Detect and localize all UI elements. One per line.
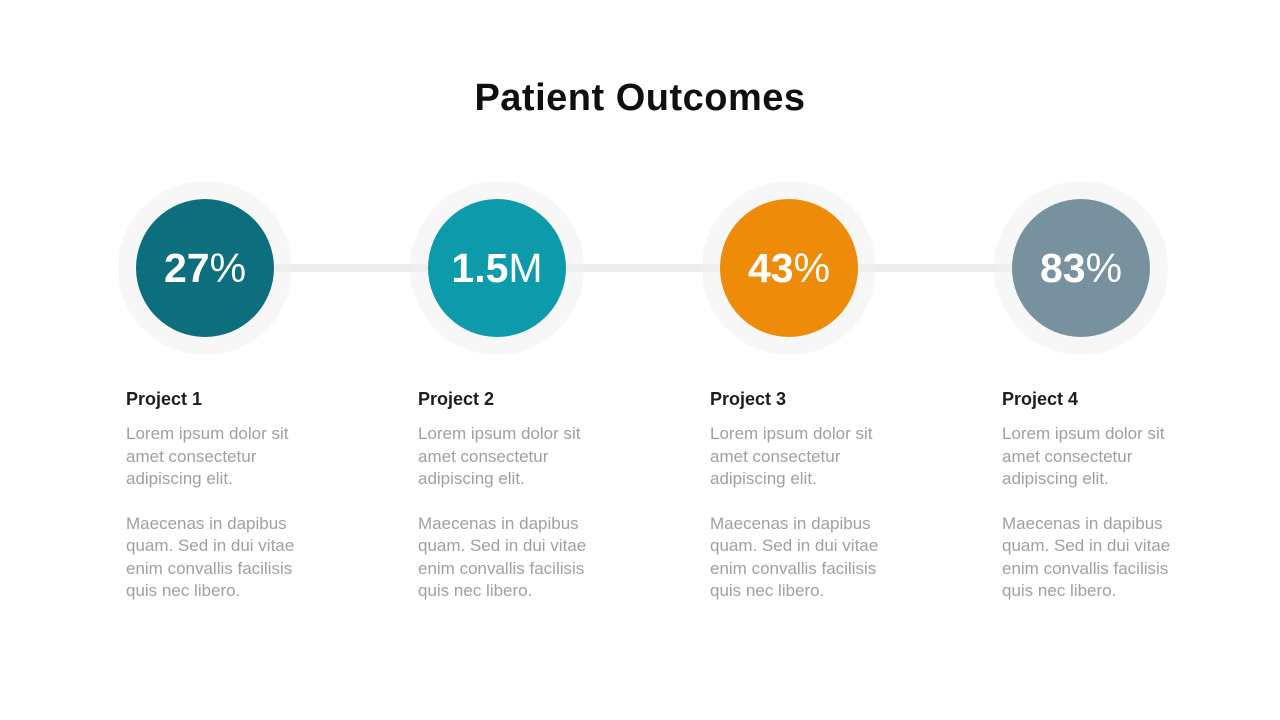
- circle-area: 1.5M: [351, 181, 643, 355]
- stat-suffix: %: [793, 244, 831, 291]
- stat-column-3: 43% Project 3 Lorem ipsum dolor sit amet…: [643, 181, 935, 603]
- project-description: Maecenas in dapibus quam. Sed in dui vit…: [1002, 513, 1171, 601]
- stat-number: 27: [163, 244, 210, 291]
- connector-line: [205, 264, 1079, 272]
- stat-value: 43%: [747, 244, 831, 291]
- project-description: Lorem ipsum dolor sit amet consectetur a…: [1002, 424, 1165, 488]
- project-description: Lorem ipsum dolor sit amet consectetur a…: [126, 424, 289, 488]
- stat-column-2: 1.5M Project 2 Lorem ipsum dolor sit ame…: [351, 181, 643, 603]
- stat-value: 27%: [163, 244, 247, 291]
- project-description: Maecenas in dapibus quam. Sed in dui vit…: [418, 513, 587, 601]
- project-text-block: Project 2 Lorem ipsum dolor sit amet con…: [418, 389, 619, 603]
- stat-number: 1.5: [451, 244, 509, 291]
- stat-column-4: 83% Project 4 Lorem ipsum dolor sit amet…: [935, 181, 1227, 603]
- stat-suffix: M: [508, 244, 543, 291]
- project-description: Lorem ipsum dolor sit amet consectetur a…: [710, 424, 873, 488]
- project-heading: Project 4: [1002, 389, 1079, 409]
- project-text-block: Project 1 Lorem ipsum dolor sit amet con…: [126, 389, 327, 603]
- stats-infographic: 27% Project 1 Lorem ipsum dolor sit amet…: [59, 181, 1227, 603]
- circle-area: 27%: [59, 181, 351, 355]
- project-description: Maecenas in dapibus quam. Sed in dui vit…: [710, 513, 879, 601]
- stat-number: 83: [1039, 244, 1086, 291]
- stat-number: 43: [747, 244, 794, 291]
- stats-row: 27% Project 1 Lorem ipsum dolor sit amet…: [59, 181, 1227, 603]
- project-text-block: Project 3 Lorem ipsum dolor sit amet con…: [710, 389, 911, 603]
- stat-suffix: %: [1085, 244, 1123, 291]
- project-text-block: Project 4 Lorem ipsum dolor sit amet con…: [1002, 389, 1203, 603]
- circle-area: 43%: [643, 181, 935, 355]
- stat-suffix: %: [209, 244, 247, 291]
- project-heading: Project 2: [418, 389, 495, 409]
- project-description: Maecenas in dapibus quam. Sed in dui vit…: [126, 513, 295, 601]
- stat-column-1: 27% Project 1 Lorem ipsum dolor sit amet…: [59, 181, 351, 603]
- stat-value: 83%: [1039, 244, 1123, 291]
- stat-value: 1.5M: [451, 244, 543, 291]
- project-heading: Project 3: [710, 389, 787, 409]
- stat-circle: 83%: [1012, 199, 1150, 337]
- stat-circle: 1.5M: [428, 199, 566, 337]
- stat-circle: 43%: [720, 199, 858, 337]
- stat-circle: 27%: [136, 199, 274, 337]
- circle-area: 83%: [935, 181, 1227, 355]
- project-heading: Project 1: [126, 389, 203, 409]
- project-description: Lorem ipsum dolor sit amet consectetur a…: [418, 424, 581, 488]
- page-title: Patient Outcomes: [474, 77, 806, 119]
